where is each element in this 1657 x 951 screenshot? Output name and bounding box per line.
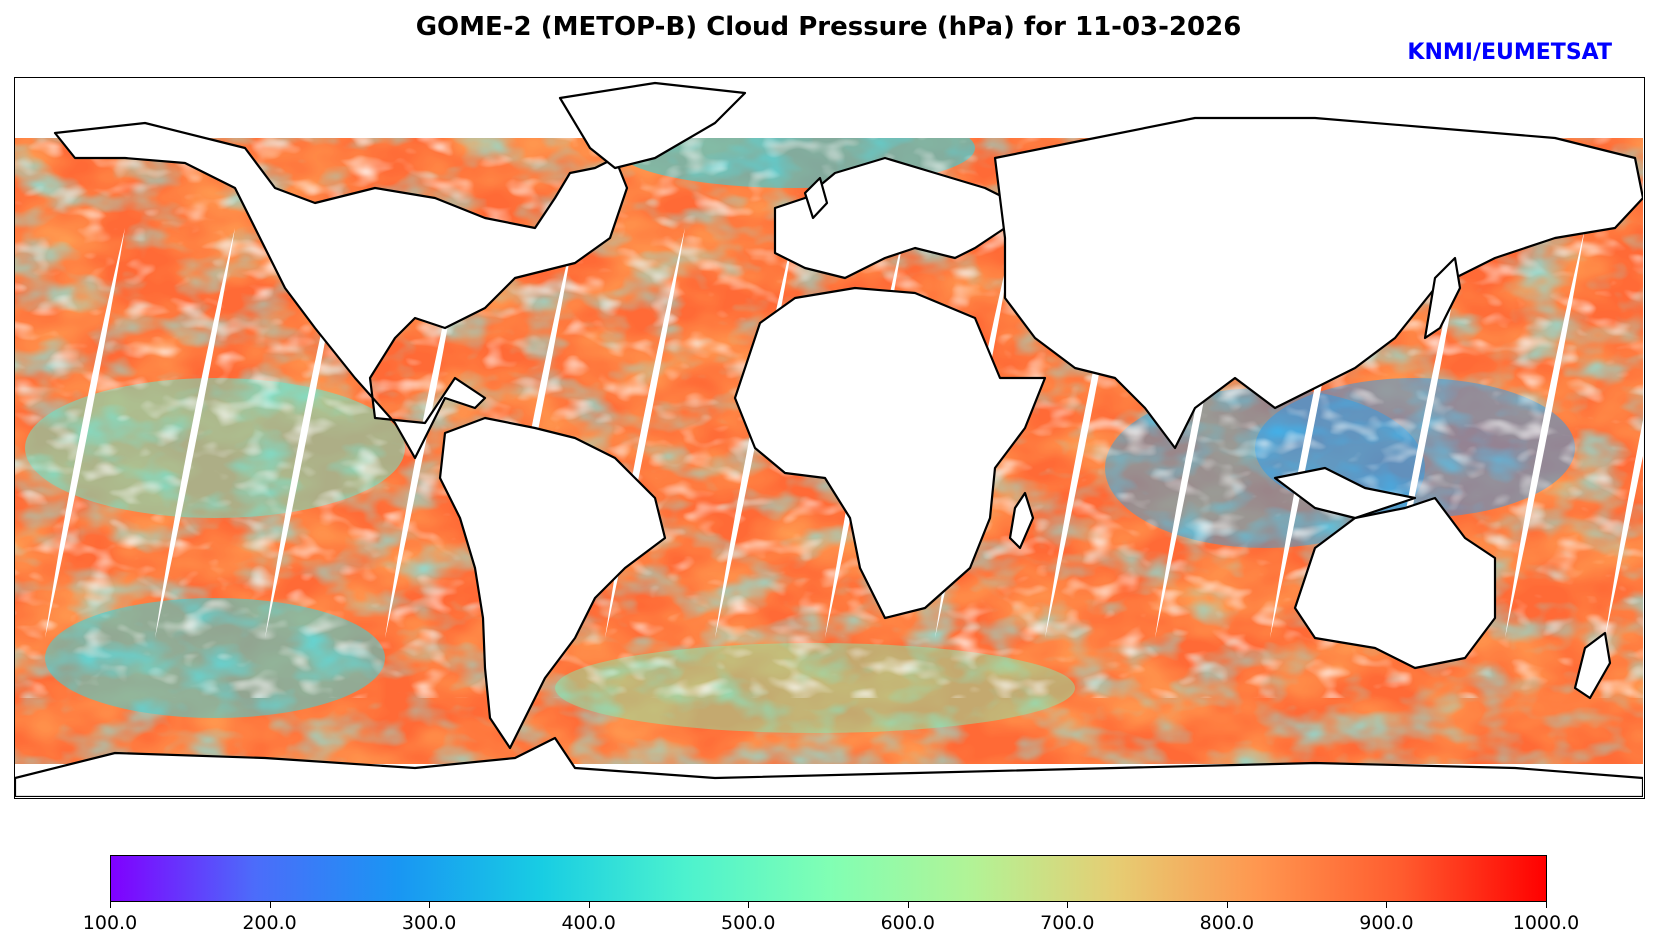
colorbar-tick <box>907 902 909 908</box>
europe <box>773 156 1007 280</box>
map-panel <box>14 77 1645 799</box>
asia <box>993 116 1643 450</box>
south-america <box>438 416 667 750</box>
colorbar-tick <box>269 902 271 908</box>
colorbar-tick-label: 300.0 <box>401 912 457 934</box>
uk <box>803 176 829 220</box>
africa <box>733 286 1047 620</box>
colorbar-tick-label: 900.0 <box>1359 912 1414 934</box>
colorbar-tick <box>748 902 750 908</box>
japan <box>1423 256 1462 340</box>
colorbar-tick-label: 600.0 <box>880 912 935 934</box>
coastlines <box>15 81 1643 797</box>
colorbar-tick-label: 700.0 <box>1040 912 1095 934</box>
orbit-gap <box>155 228 235 638</box>
colorbar-tick-label: 1000.0 <box>1512 912 1580 934</box>
orbit-gap <box>45 228 125 638</box>
colorbar-tick-label: 800.0 <box>1199 912 1255 934</box>
colorbar-tick <box>588 902 590 908</box>
australia <box>1293 496 1497 670</box>
indonesia <box>1273 466 1417 520</box>
colorbar-tick <box>1546 902 1547 908</box>
orbit-gap <box>1505 228 1585 638</box>
colorbar-tick-label: 500.0 <box>721 912 776 934</box>
orbit-gap <box>1605 420 1643 638</box>
north-america <box>53 121 629 460</box>
colorbar <box>110 855 1547 902</box>
credit-label: KNMI/EUMETSAT <box>1407 40 1612 65</box>
colorbar-tick <box>429 902 431 908</box>
greenland <box>558 81 747 170</box>
colorbar-tick <box>110 902 111 908</box>
cloud-pressure-map <box>15 78 1643 797</box>
colorbar-tick <box>1067 902 1069 908</box>
colorbar-tick <box>1226 902 1228 908</box>
colorbar-tick <box>1386 902 1388 908</box>
colorbar-tick-label: 200.0 <box>242 912 297 934</box>
new-zealand <box>1573 631 1612 700</box>
colorbar-tick-label: 100.0 <box>82 912 138 934</box>
madagascar <box>1008 491 1035 550</box>
chart-title: GOME-2 (METOP-B) Cloud Pressure (hPa) fo… <box>415 12 1242 42</box>
antarctica <box>15 736 1643 797</box>
colorbar-tick-label: 400.0 <box>561 912 616 934</box>
